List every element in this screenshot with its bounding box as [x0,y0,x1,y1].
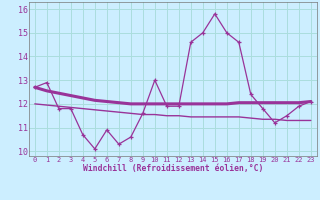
X-axis label: Windchill (Refroidissement éolien,°C): Windchill (Refroidissement éolien,°C) [83,164,263,173]
